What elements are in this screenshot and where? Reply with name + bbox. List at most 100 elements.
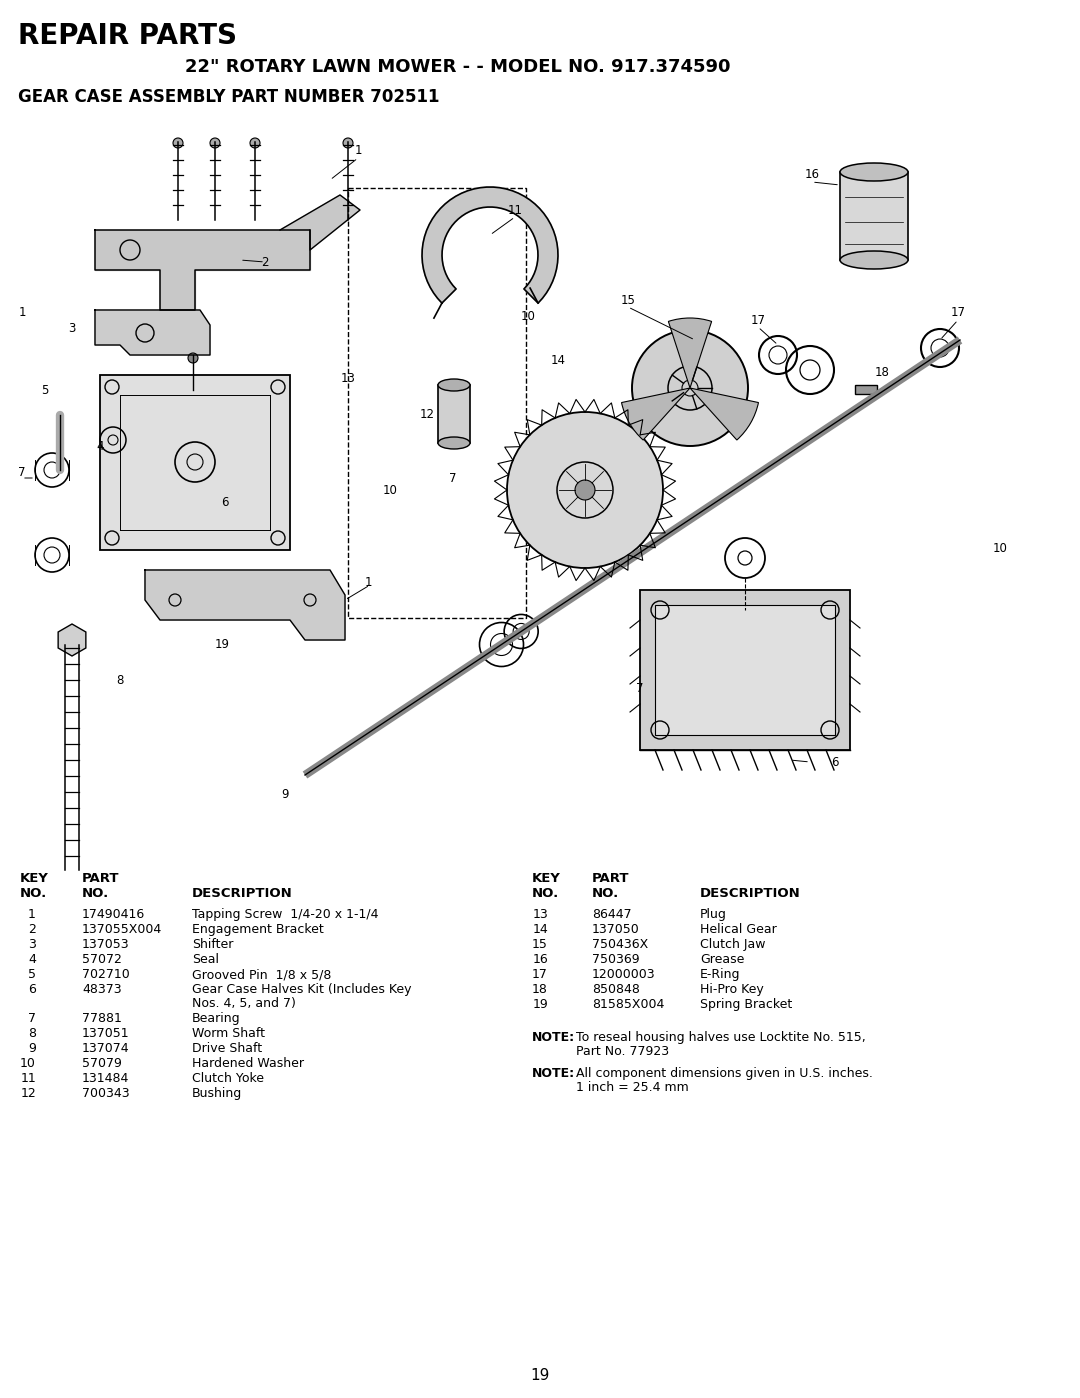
FancyBboxPatch shape	[640, 590, 850, 749]
Text: 14: 14	[551, 354, 566, 366]
Text: 1: 1	[28, 907, 36, 921]
Text: 1: 1	[354, 144, 362, 157]
Text: Grooved Pin  1/8 x 5/8: Grooved Pin 1/8 x 5/8	[192, 967, 332, 981]
Text: 10: 10	[21, 1057, 36, 1069]
Polygon shape	[422, 187, 558, 303]
Text: 11: 11	[21, 1072, 36, 1085]
Text: Grease: Grease	[700, 953, 744, 966]
Polygon shape	[95, 310, 210, 355]
Text: NOTE:: NOTE:	[532, 1067, 576, 1081]
Text: Clutch Yoke: Clutch Yoke	[192, 1072, 264, 1085]
Text: Clutch Jaw: Clutch Jaw	[700, 938, 766, 951]
Text: 14: 14	[532, 923, 548, 937]
Text: 7: 7	[449, 471, 457, 485]
Text: 22" ROTARY LAWN MOWER - - MODEL NO. 917.374590: 22" ROTARY LAWN MOWER - - MODEL NO. 917.…	[185, 57, 730, 75]
Ellipse shape	[438, 379, 470, 391]
Text: 6: 6	[832, 755, 839, 769]
Text: KEY: KEY	[21, 872, 49, 885]
Text: GEAR CASE ASSEMBLY PART NUMBER 702511: GEAR CASE ASSEMBLY PART NUMBER 702511	[18, 88, 440, 106]
Circle shape	[249, 138, 260, 148]
Text: Tapping Screw  1/4-20 x 1-1/4: Tapping Screw 1/4-20 x 1-1/4	[192, 907, 378, 921]
Circle shape	[575, 480, 595, 500]
Text: 137074: 137074	[82, 1042, 130, 1055]
Bar	[438, 384, 470, 443]
Bar	[855, 384, 877, 394]
Text: NO.: NO.	[532, 886, 559, 900]
Text: 7: 7	[636, 681, 644, 695]
Text: 17490416: 17490416	[82, 907, 145, 921]
Text: 18: 18	[532, 983, 548, 995]
Text: 2: 2	[261, 256, 269, 268]
Text: 9: 9	[281, 788, 288, 801]
Text: 13: 13	[340, 372, 355, 384]
Text: 6: 6	[28, 983, 36, 995]
Text: Spring Bracket: Spring Bracket	[700, 998, 793, 1011]
Text: 10: 10	[993, 541, 1008, 555]
Text: REPAIR PARTS: REPAIR PARTS	[18, 22, 237, 50]
Text: 16: 16	[532, 953, 548, 966]
Text: NO.: NO.	[592, 886, 619, 900]
Text: 12000003: 12000003	[592, 967, 656, 981]
Text: 9: 9	[28, 1042, 36, 1055]
Text: 12: 12	[419, 408, 434, 422]
Ellipse shape	[840, 252, 908, 268]
Text: 137050: 137050	[592, 923, 639, 937]
Polygon shape	[507, 412, 663, 568]
Text: Worm Shaft: Worm Shaft	[192, 1028, 265, 1040]
Text: KEY: KEY	[532, 872, 561, 885]
Text: 19: 19	[532, 998, 548, 1011]
Circle shape	[343, 138, 353, 148]
Text: Part No. 77923: Part No. 77923	[576, 1044, 670, 1058]
Text: 1 inch = 25.4 mm: 1 inch = 25.4 mm	[576, 1081, 689, 1095]
Bar	[348, 187, 526, 618]
Text: Shifter: Shifter	[192, 938, 233, 951]
Text: DESCRIPTION: DESCRIPTION	[192, 886, 293, 900]
Text: Hi-Pro Key: Hi-Pro Key	[700, 983, 764, 995]
Text: 17: 17	[532, 967, 548, 981]
Text: 7: 7	[28, 1012, 36, 1025]
Text: 19: 19	[215, 639, 229, 651]
Text: 4: 4	[28, 953, 36, 966]
Text: 13: 13	[532, 907, 548, 921]
Text: Bearing: Bearing	[192, 1012, 241, 1025]
Text: 137055X004: 137055X004	[82, 923, 162, 937]
Polygon shape	[632, 330, 748, 446]
Text: E-Ring: E-Ring	[700, 967, 741, 981]
Text: 702710: 702710	[82, 967, 130, 981]
Text: Gear Case Halves Kit (Includes Key: Gear Case Halves Kit (Includes Key	[192, 983, 411, 995]
Bar	[10, 115, 1070, 844]
Text: 850848: 850848	[592, 983, 639, 995]
Circle shape	[188, 354, 198, 363]
Ellipse shape	[438, 438, 470, 449]
Text: 57072: 57072	[82, 953, 122, 966]
Text: 5: 5	[28, 967, 36, 981]
Text: 11: 11	[508, 204, 523, 217]
Text: 700343: 700343	[82, 1088, 130, 1100]
Text: NO.: NO.	[82, 886, 109, 900]
Text: PART: PART	[592, 872, 630, 885]
Text: 17: 17	[950, 306, 966, 320]
Text: 4: 4	[96, 439, 104, 453]
Bar	[100, 375, 291, 549]
Text: Drive Shaft: Drive Shaft	[192, 1042, 262, 1055]
Text: Plug: Plug	[700, 907, 727, 921]
Text: 7: 7	[18, 466, 26, 478]
Text: 8: 8	[117, 674, 124, 686]
Wedge shape	[690, 389, 758, 440]
Polygon shape	[95, 231, 310, 310]
Ellipse shape	[840, 164, 908, 180]
Text: 750369: 750369	[592, 953, 639, 966]
Text: 6: 6	[221, 495, 229, 509]
Text: 17: 17	[751, 313, 766, 327]
Text: NO.: NO.	[21, 886, 48, 900]
Text: 1: 1	[18, 306, 26, 320]
Text: 15: 15	[532, 938, 548, 951]
Text: 16: 16	[805, 169, 820, 182]
Text: 10: 10	[521, 309, 536, 323]
Text: 750436X: 750436X	[592, 938, 648, 951]
Text: To reseal housing halves use Locktite No. 515,: To reseal housing halves use Locktite No…	[576, 1030, 866, 1044]
Text: 81585X004: 81585X004	[592, 998, 664, 1011]
Text: Engagement Bracket: Engagement Bracket	[192, 923, 324, 937]
Text: 1: 1	[364, 576, 372, 589]
Text: 3: 3	[68, 322, 76, 334]
